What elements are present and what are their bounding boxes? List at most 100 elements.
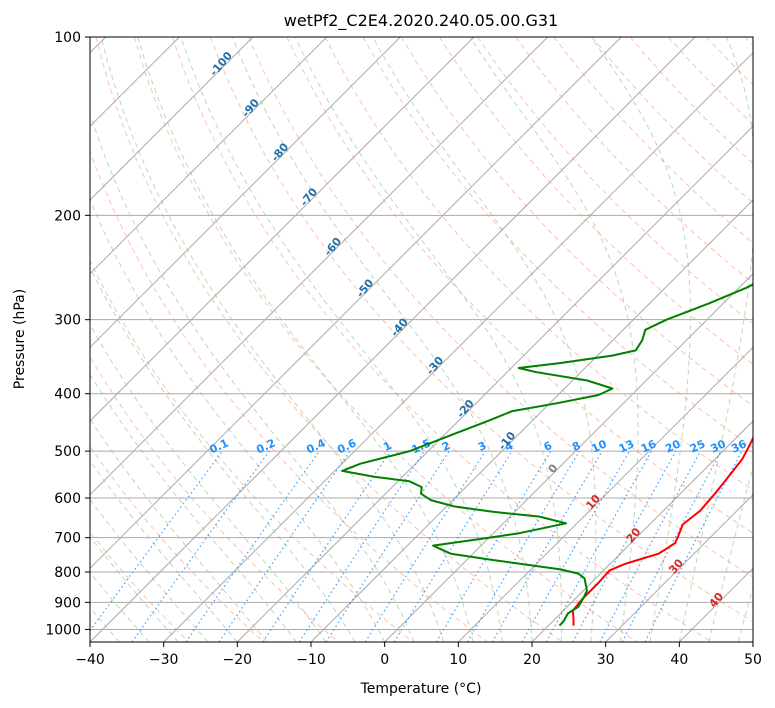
- dry-adiabat-label: 10: [583, 492, 603, 512]
- mixing-ratio-line: [364, 450, 486, 642]
- y-axis: 1000 900 800 700 600 500 400 300 200 100: [45, 30, 90, 638]
- moist-adiabat-line: [90, 498, 209, 642]
- moist-adiabat-line: [90, 323, 327, 642]
- mixing-ratio-label: 0.1: [207, 436, 230, 456]
- mixing-ratio-line: [435, 450, 552, 642]
- mixing-ratio-label: 30: [708, 437, 728, 455]
- isotherm-line: [163, 51, 753, 642]
- y-tick-label: 300: [54, 313, 81, 329]
- moist-adiabat-line: [137, 37, 474, 642]
- mixing-ratio-line: [218, 450, 351, 642]
- mixing-ratio-line: [393, 450, 513, 642]
- isotherm-line: [310, 199, 753, 642]
- dry-adiabat-line: [668, 37, 753, 125]
- dry-adiabat-line: [90, 445, 264, 642]
- dry-adiabat-label: -70: [298, 185, 321, 209]
- mixing-ratio-label: 13: [617, 437, 636, 455]
- moist-adiabat-line: [90, 571, 150, 642]
- dry-adiabat-line: [515, 37, 753, 284]
- mixing-ratio-line: [325, 450, 450, 642]
- profiles: [341, 283, 753, 627]
- y-tick-label: 800: [54, 565, 81, 581]
- dry-adiabat-line: [90, 356, 339, 642]
- dewpoint-profile-line: [341, 283, 753, 627]
- dry-adiabat-label: -60: [322, 235, 345, 259]
- dry-adiabat-line: [362, 37, 753, 449]
- isotherm-line: [752, 641, 753, 642]
- x-tick-label: 50: [744, 652, 762, 668]
- y-tick-label: 400: [54, 387, 81, 403]
- x-tick-label: −40: [75, 652, 105, 668]
- mixing-ratio-line: [599, 450, 702, 642]
- dry-adiabat-label: 0: [546, 461, 561, 475]
- dry-adiabat-label: 20: [624, 525, 644, 545]
- moist-adiabat-line: [90, 266, 356, 642]
- dry-adiabat-line: [553, 37, 753, 244]
- dry-adiabat-line: [90, 150, 488, 642]
- x-tick-label: 30: [597, 652, 615, 668]
- y-tick-label: 200: [54, 208, 81, 224]
- dry-adiabat-line: [591, 37, 753, 204]
- x-axis-title: Temperature (°C): [360, 681, 482, 697]
- mixing-ratio-label: 3: [476, 439, 488, 454]
- moist-adiabat-line: [90, 111, 415, 642]
- mixing-ratio-label: 6: [542, 439, 555, 454]
- isotherm-line: [457, 346, 753, 642]
- isotherm-line: [90, 37, 328, 275]
- dry-adiabat-line: [133, 37, 638, 642]
- background-labels: 0.1 0.2 0.4 0.6 1 1.5 2 3 4 6 8 10 13 16 20 25 30 36-100-…: [207, 49, 749, 610]
- mixing-ratio-label: 1: [381, 439, 393, 454]
- dry-adiabat-label: -10: [496, 429, 519, 453]
- y-tick-label: 700: [54, 531, 81, 547]
- moist-adiabat-line: [708, 464, 753, 642]
- dry-adiabat-label: 30: [666, 556, 686, 576]
- isotherm-line: [90, 37, 401, 349]
- y-axis-title: Pressure (hPa): [12, 289, 28, 389]
- dry-adiabat-label: -30: [424, 354, 447, 378]
- x-tick-label: 0: [380, 652, 389, 668]
- dry-adiabat-line: [210, 37, 753, 623]
- mixing-ratio-line: [185, 450, 320, 642]
- moist-adiabat-line: [231, 37, 533, 642]
- background-lines: [90, 37, 753, 642]
- x-tick-label: −30: [149, 652, 179, 668]
- y-tick-label: 100: [54, 30, 81, 46]
- mixing-ratio-label: 16: [639, 437, 659, 455]
- dry-adiabat-line: [324, 37, 753, 491]
- dry-adiabat-line: [248, 37, 753, 578]
- y-tick-label: 500: [54, 444, 81, 460]
- chart-title: wetPf2_C2E4.2020.240.05.00.G31: [284, 11, 558, 31]
- mixing-ratio-line: [572, 450, 677, 642]
- mixing-ratio-label: 10: [589, 437, 609, 455]
- dry-adiabat-label: -90: [239, 96, 262, 120]
- mixing-ratio-line: [466, 450, 580, 642]
- isotherm-line: [678, 567, 753, 642]
- dry-adiabat-line: [95, 37, 563, 642]
- mixing-ratio-line: [644, 450, 743, 642]
- y-tick-label: 1000: [45, 622, 81, 638]
- moist-adiabat-line: [90, 535, 179, 642]
- isotherm-line: [90, 37, 622, 570]
- x-tick-label: −10: [296, 652, 326, 668]
- dry-adiabat-label: 40: [706, 590, 726, 610]
- moist-adiabat-line: [678, 37, 753, 642]
- isotherm-line: [90, 37, 254, 201]
- temperature-profile-line: [571, 435, 753, 626]
- x-tick-label: −20: [223, 652, 253, 668]
- mixing-ratio-label: 0.6: [335, 436, 358, 456]
- mixing-ratio-line: [298, 450, 425, 642]
- mixing-ratio-line: [131, 450, 270, 642]
- mixing-ratio-label: 20: [663, 437, 683, 455]
- x-axis: −40 −30 −20 −10 0 10 20 30 40 50: [75, 642, 762, 668]
- isotherm-line: [236, 125, 753, 642]
- y-tick-label: 600: [54, 491, 81, 507]
- moist-adiabat-line: [294, 37, 563, 642]
- moist-adiabat-line: [180, 37, 503, 642]
- mixing-ratio-label: 0.2: [254, 436, 277, 456]
- moist-adiabat-line: [90, 373, 297, 642]
- moist-adiabat-line: [590, 37, 691, 642]
- moist-adiabat-line: [90, 198, 386, 642]
- dry-adiabat-label: -100: [207, 49, 235, 79]
- isotherm-line: [384, 272, 753, 642]
